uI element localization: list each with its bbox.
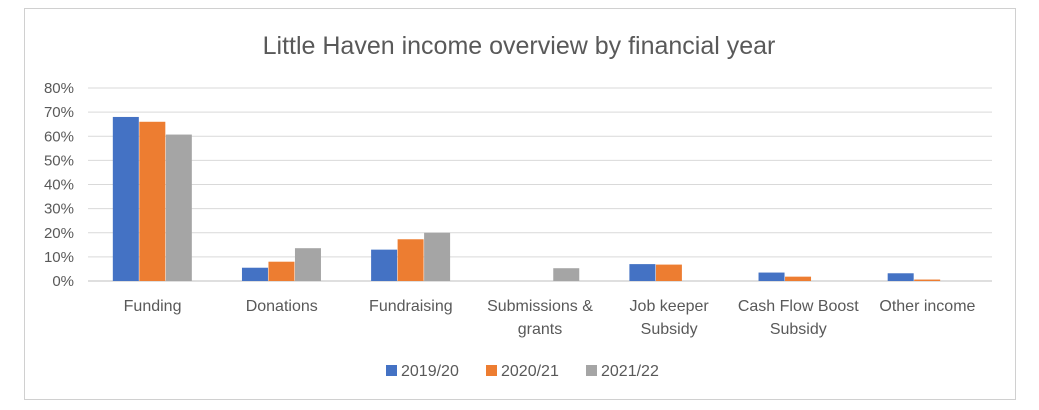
bar [887, 273, 914, 281]
x-category-label: Cash Flow Boost [738, 298, 859, 315]
bar [165, 134, 192, 281]
bar [785, 276, 812, 281]
x-axis: Funding Donations Fundraising Submissions &… [124, 298, 976, 338]
y-axis: 0% 10% 20% 30% 40% 50% 60% 70% 80% [44, 80, 74, 290]
y-tick-label: 70% [44, 104, 74, 121]
x-category-label: Funding [124, 298, 182, 315]
bar [553, 268, 580, 281]
bar [241, 267, 268, 281]
bar [268, 261, 295, 281]
legend-label: 2019/20 [401, 363, 459, 380]
y-tick-label: 10% [44, 249, 74, 266]
y-tick-label: 20% [44, 225, 74, 242]
x-category-label: Fundraising [369, 298, 453, 315]
legend: 2019/20 2020/21 2021/22 [386, 363, 659, 380]
legend-swatch [586, 365, 597, 376]
bar [655, 264, 682, 281]
bars [112, 116, 941, 282]
bar [758, 272, 785, 281]
legend-label: 2021/22 [601, 363, 659, 380]
y-tick-label: 80% [44, 80, 74, 97]
bar [424, 232, 451, 281]
y-tick-label: 50% [44, 152, 74, 169]
x-category-label: Job keeper [630, 298, 710, 315]
bar [914, 279, 941, 281]
chart-title: Little Haven income overview by financia… [263, 32, 776, 60]
bar [371, 249, 398, 281]
gridlines [88, 87, 992, 282]
bar [139, 121, 166, 282]
bar [629, 264, 656, 281]
legend-swatch [386, 365, 397, 376]
legend-label: 2020/21 [501, 363, 559, 380]
x-category-label: Submissions & [487, 298, 593, 315]
x-category-label: Donations [246, 298, 318, 315]
legend-swatch [486, 365, 497, 376]
x-category-label: Subsidy [641, 321, 698, 338]
bar [397, 239, 424, 281]
bar [112, 116, 139, 281]
y-tick-label: 40% [44, 177, 74, 194]
x-category-label: grants [518, 321, 562, 338]
y-tick-label: 60% [44, 128, 74, 145]
bar [294, 248, 321, 281]
x-category-label: Other income [879, 298, 975, 315]
y-tick-label: 30% [44, 201, 74, 218]
x-category-label: Subsidy [770, 321, 827, 338]
y-tick-label: 0% [52, 273, 74, 290]
